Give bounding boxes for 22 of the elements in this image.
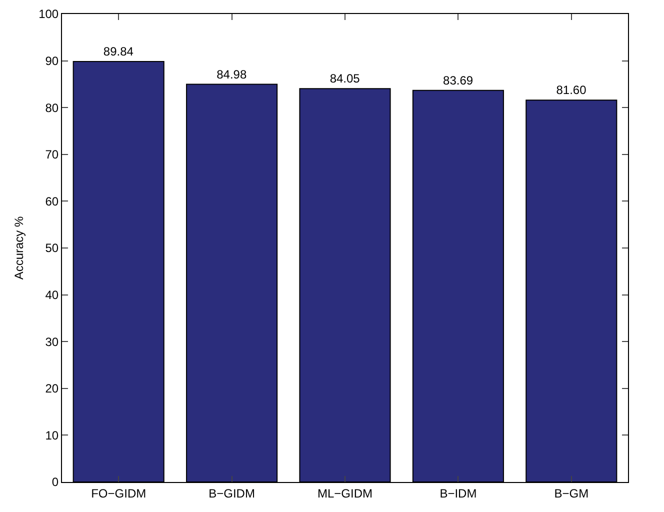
data-label: 89.84 [103, 44, 134, 59]
y-axis-title: Accuracy % [12, 216, 26, 280]
y-tick-label: 10 [45, 428, 59, 442]
data-label: 83.69 [443, 73, 474, 88]
x-tick-label: FO−GIDM [91, 486, 146, 500]
y-tick-label: 40 [45, 288, 59, 302]
y-tick-label: 90 [45, 54, 59, 68]
y-tick-label: 50 [45, 241, 59, 256]
y-tick-label: 0 [52, 475, 59, 490]
x-tick-label: ML−GIDM [317, 486, 373, 500]
y-tick-label: 20 [45, 382, 59, 396]
y-tick-label: 70 [45, 148, 59, 162]
y-tick-label: 30 [45, 334, 59, 349]
y-tick-label: 60 [45, 194, 59, 208]
data-label: 84.05 [330, 72, 360, 86]
data-label: 84.98 [216, 67, 247, 82]
x-tick-label: B−GM [554, 486, 589, 500]
x-tick-label: B−IDM [440, 486, 477, 500]
y-tick-label: 100 [38, 7, 59, 22]
x-tick-label: B−GIDM [208, 486, 255, 500]
data-label: 81.60 [556, 83, 587, 98]
y-tick-label: 80 [45, 100, 59, 115]
